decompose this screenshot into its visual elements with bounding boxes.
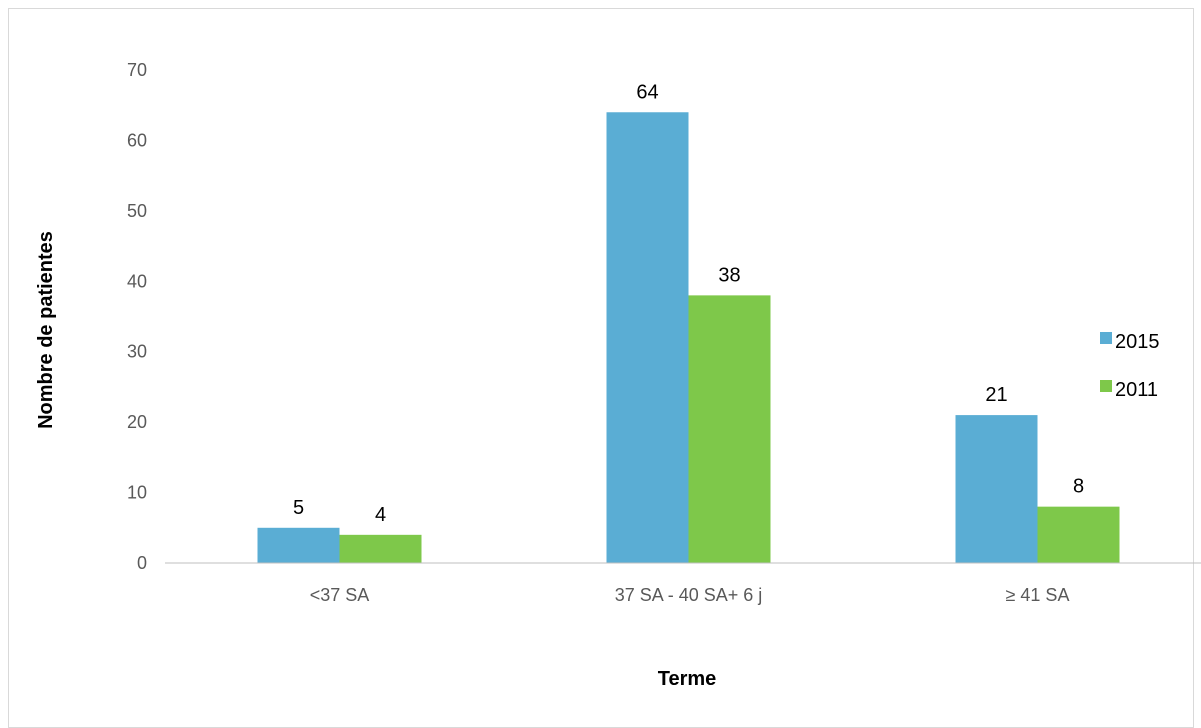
y-tick-label: 0 (137, 553, 147, 573)
legend-swatch-2015 (1100, 332, 1112, 344)
data-label-2015-0: 5 (293, 497, 304, 519)
bars (257, 112, 1120, 563)
y-tick-label: 50 (127, 201, 147, 221)
x-tick-label: <37 SA (310, 585, 370, 605)
y-tick-label: 10 (127, 483, 147, 503)
legend-swatch-2011 (1100, 380, 1112, 392)
bar-2011-2 (1037, 506, 1120, 563)
bar-2015-2 (955, 415, 1038, 563)
data-label-2011-1: 38 (718, 264, 740, 286)
bar-2015-0 (257, 527, 340, 563)
legend-label-2015: 2015 (1115, 331, 1160, 353)
data-labels: 5 4 64 38 21 8 (293, 81, 1084, 526)
data-label-2011-0: 4 (375, 504, 386, 526)
bar-2015-1 (606, 112, 689, 563)
y-tick-label: 70 (127, 60, 147, 80)
x-tick-label: ≥ 41 SA (1006, 585, 1070, 605)
x-tick-label: 37 SA - 40 SA+ 6 j (615, 585, 763, 605)
y-axis-ticks: 0 10 20 30 40 50 60 70 (127, 60, 147, 573)
bar-2011-1 (688, 295, 771, 563)
x-axis-title: Terme (658, 668, 717, 690)
y-tick-label: 40 (127, 271, 147, 291)
legend: 2015 2011 (1100, 331, 1160, 401)
y-tick-label: 60 (127, 130, 147, 150)
bar-chart: 0 10 20 30 40 50 60 70 5 4 64 38 21 8 <37 SA 37 SA - … (35, 60, 1201, 690)
data-label-2015-1: 64 (636, 81, 658, 103)
y-axis-title: Nombre de patientes (35, 231, 57, 429)
data-label-2011-2: 8 (1073, 476, 1084, 498)
y-tick-label: 20 (127, 412, 147, 432)
chart-frame (8, 8, 1194, 728)
data-label-2015-2: 21 (985, 384, 1007, 406)
legend-label-2011: 2011 (1115, 379, 1158, 401)
bar-2011-0 (339, 534, 422, 563)
x-axis-ticks: <37 SA 37 SA - 40 SA+ 6 j ≥ 41 SA (310, 585, 1070, 605)
y-tick-label: 30 (127, 342, 147, 362)
